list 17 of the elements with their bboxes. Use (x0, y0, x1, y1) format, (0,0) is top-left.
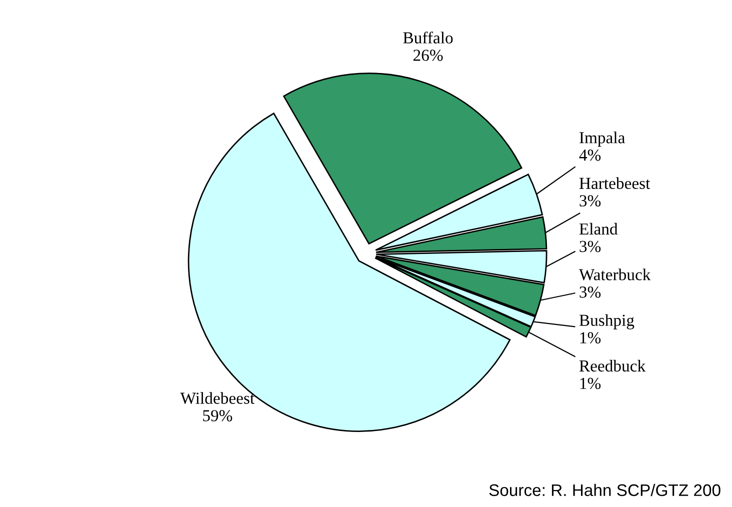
data-label: 59% (203, 410, 232, 422)
slice-label: Waterbuck (578, 268, 651, 280)
slice-label: Reedbuck (579, 360, 646, 372)
data-label: 1% (580, 378, 601, 390)
slice-label: Bushpig (579, 314, 634, 330)
data-label: 3% (580, 286, 601, 298)
data-label: 26% (413, 50, 443, 61)
data-label: 3% (580, 240, 601, 252)
slice-label: Buffalo (403, 32, 453, 44)
slice-label: Impala (580, 132, 625, 147)
slice-label: Eland (579, 222, 618, 235)
data-label: 4% (579, 150, 601, 161)
slice-label: Wildebeest (180, 392, 254, 404)
source-note: Source: R. Hahn SCP/GTZ 200 (489, 484, 720, 496)
data-label: 1% (580, 332, 601, 344)
slice-label: Hartebeest (579, 177, 650, 189)
data-label: 3% (580, 195, 601, 206)
